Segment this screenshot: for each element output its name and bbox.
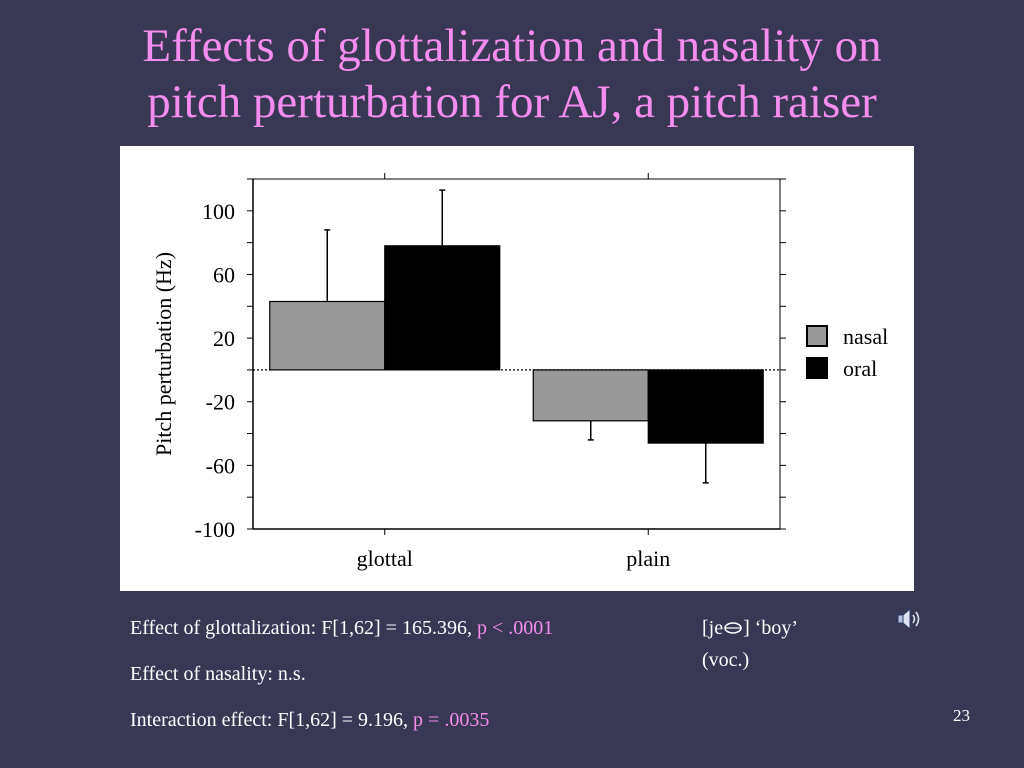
x-tick-label: glottal — [357, 546, 413, 571]
interaction-effect: Interaction effect: F[1,62] = 9.196, p =… — [130, 708, 489, 732]
bar-chart: 100 60 20 -20 -60 -100 Pitch perturbation (Hz)… — [151, 173, 888, 571]
speaker-icon[interactable] — [894, 604, 924, 634]
transcription-gloss: (voc.) — [702, 649, 750, 671]
y-tick-label: 100 — [202, 199, 235, 224]
glottalization-effect-text: Effect of glottalization: F[1,62] = 165.… — [130, 617, 477, 639]
legend-swatch-nasal — [806, 325, 828, 347]
y-tick-label: 20 — [213, 326, 235, 351]
bar-oral-plain — [647, 369, 764, 444]
title-line-1: Effects of glottalization and nasality o… — [142, 20, 882, 72]
slide-title: Effects of glottalization and nasality o… — [0, 18, 1024, 130]
interaction-p-value: p = .0035 — [413, 709, 490, 731]
interaction-effect-text: Interaction effect: F[1,62] = 9.196, — [130, 709, 414, 731]
page-number: 23 — [953, 706, 970, 725]
y-tick-label: -100 — [195, 517, 235, 542]
transcription-prefix: [je — [702, 617, 724, 639]
legend-label-oral: oral — [843, 356, 877, 381]
title-line-2: pitch perturbation for AJ, a pitch raise… — [147, 76, 877, 128]
y-axis-label: Pitch perturbation (Hz) — [151, 252, 176, 456]
nasality-effect: Effect of nasality: n.s. — [130, 663, 306, 685]
x-tick-label: plain — [626, 546, 670, 571]
bar-oral-glottal — [384, 245, 501, 371]
chart-panel: 100 60 20 -20 -60 -100 Pitch perturbation (Hz)… — [120, 146, 914, 591]
bar-nasal-glottal — [269, 300, 386, 371]
y-tick-label: 60 — [213, 262, 235, 287]
y-tick-label: -20 — [206, 390, 235, 415]
audio-transcription: [je ] ‘boy’ — [702, 616, 798, 640]
bar-nasal-plain — [532, 369, 649, 422]
transcription-suffix: ] ‘boy’ — [743, 617, 799, 639]
legend-swatch-oral — [806, 357, 828, 379]
y-tick-label: -60 — [206, 453, 235, 478]
ipa-glyph-icon — [724, 622, 742, 634]
glottalization-effect: Effect of glottalization: F[1,62] = 165.… — [130, 616, 553, 640]
glottalization-p-value: p < .0001 — [476, 617, 554, 639]
legend-label-nasal: nasal — [843, 324, 888, 349]
